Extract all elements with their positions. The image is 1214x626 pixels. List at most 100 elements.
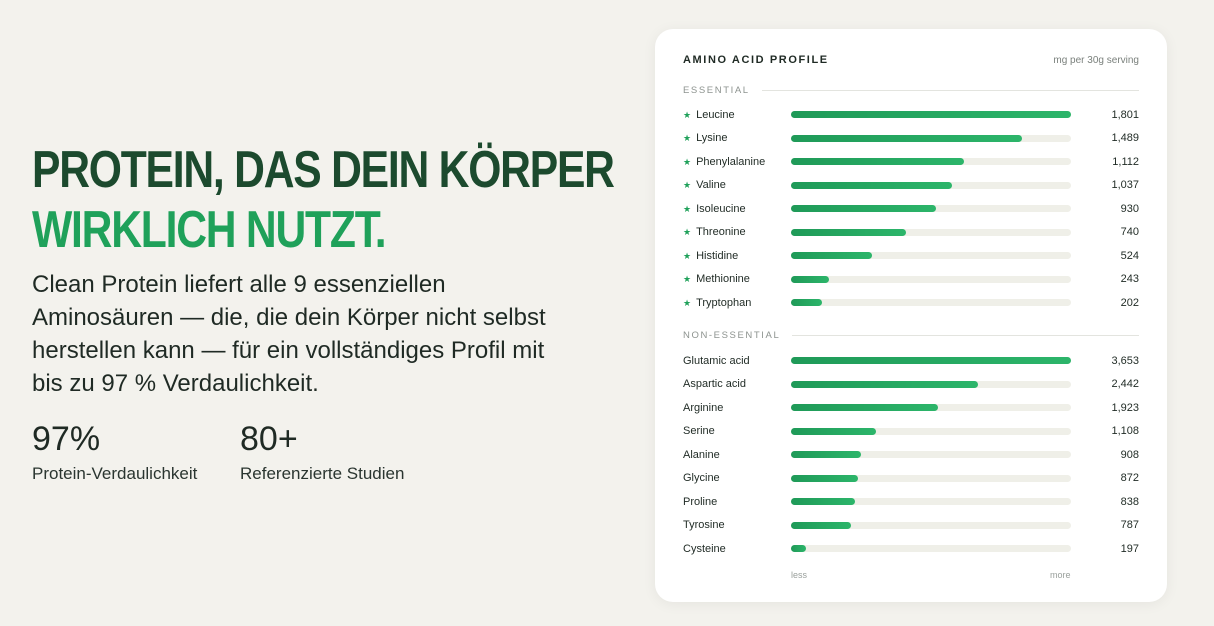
bar-track bbox=[791, 357, 1071, 365]
bar-category-label: ★ Lysine bbox=[683, 132, 791, 144]
amino-acid-name: Serine bbox=[683, 425, 715, 438]
bar-value-label: 1,108 bbox=[1111, 425, 1139, 438]
axis-min-label: less bbox=[791, 570, 808, 580]
bar bbox=[791, 228, 907, 236]
amino-acid-name: Valine bbox=[696, 179, 726, 192]
bar-value-label: 908 bbox=[1120, 448, 1139, 461]
bar-track bbox=[791, 404, 1071, 412]
chart-title: AMINO ACID PROFILE bbox=[683, 54, 829, 66]
bar-row: ★ Isoleucine 930 bbox=[683, 197, 1139, 221]
bar bbox=[791, 427, 876, 435]
amino-acid-name: Alanine bbox=[683, 448, 720, 461]
bar-row: Cysteine 197 bbox=[683, 537, 1139, 561]
stat-label: Referenzierte Studien bbox=[240, 464, 405, 483]
bar-category-label: Cysteine bbox=[683, 543, 791, 555]
bar-value-label: 524 bbox=[1120, 249, 1139, 262]
amino-acid-name: Leucine bbox=[696, 108, 735, 121]
bar-value-label: 787 bbox=[1120, 519, 1139, 532]
bar-value-label: 2,442 bbox=[1111, 378, 1139, 391]
bar-row: ★ Lysine 1,489 bbox=[683, 127, 1139, 151]
bar-track bbox=[791, 134, 1071, 142]
bar-category-label: ★ Valine bbox=[683, 179, 791, 191]
bar-category-label: ★ Threonine bbox=[683, 226, 791, 238]
section-header-essential: ESSENTIAL bbox=[683, 84, 1139, 96]
essential-star-icon: ★ bbox=[683, 109, 692, 120]
bar bbox=[791, 474, 858, 482]
bar-row: Arginine 1,923 bbox=[683, 396, 1139, 420]
section-label: NON-ESSENTIAL bbox=[683, 329, 781, 341]
bar-category-label: Glutamic acid bbox=[683, 355, 791, 367]
bar-track bbox=[791, 181, 1071, 189]
bar-category-label: Aspartic acid bbox=[683, 378, 791, 390]
amino-acid-chart-card: AMINO ACID PROFILE mg per 30g serving ES… bbox=[655, 29, 1167, 602]
bar-row: ★ Histidine 524 bbox=[683, 244, 1139, 268]
bar-track bbox=[791, 275, 1071, 283]
bar-category-label: ★ Leucine bbox=[683, 109, 791, 121]
bar-value-label: 872 bbox=[1120, 472, 1139, 485]
stat-label: Protein-Verdaulichkeit bbox=[32, 464, 198, 483]
bar-value-label: 202 bbox=[1120, 296, 1139, 309]
bar-category-label: ★ Histidine bbox=[683, 250, 791, 262]
bar-track bbox=[791, 427, 1071, 435]
bar-category-label: Glycine bbox=[683, 472, 791, 484]
bar bbox=[791, 451, 861, 459]
amino-acid-name: Tyrosine bbox=[683, 519, 725, 532]
section-divider bbox=[792, 334, 1139, 336]
bar bbox=[791, 181, 953, 189]
bar-track bbox=[791, 228, 1071, 236]
amino-acid-name: Histidine bbox=[696, 249, 739, 262]
amino-acid-name: Glycine bbox=[683, 472, 720, 485]
bar-track bbox=[791, 205, 1071, 213]
bar-track bbox=[791, 111, 1071, 119]
amino-acid-name: Arginine bbox=[683, 401, 724, 414]
bar bbox=[791, 252, 873, 260]
bar-category-label: Serine bbox=[683, 425, 791, 437]
bar bbox=[791, 111, 1071, 119]
bar-category-label: Arginine bbox=[683, 402, 791, 414]
stat-value: 97% bbox=[32, 420, 101, 458]
essential-star-icon: ★ bbox=[683, 180, 692, 191]
bar-row: ★ Phenylalanine 1,112 bbox=[683, 150, 1139, 174]
stat-digestibility: 97% Protein-Verdaulichkeit bbox=[32, 420, 240, 484]
bar-row: Alanine 908 bbox=[683, 443, 1139, 467]
axis-max-label: more bbox=[1050, 570, 1071, 580]
bar bbox=[791, 299, 823, 307]
essential-star-icon: ★ bbox=[683, 203, 692, 214]
essential-star-icon: ★ bbox=[683, 274, 692, 285]
bar bbox=[791, 380, 979, 388]
section-header-non-essential: NON-ESSENTIAL bbox=[683, 329, 1139, 341]
bar-track bbox=[791, 252, 1071, 260]
bar-value-label: 197 bbox=[1120, 542, 1139, 555]
headline-line-2: WIRKLICH NUTZT. bbox=[32, 201, 387, 259]
bar bbox=[791, 521, 852, 529]
bar-track bbox=[791, 521, 1071, 529]
stats-row: 97% Protein-Verdaulichkeit 80+ Referenzi… bbox=[32, 420, 592, 484]
bar-value-label: 3,653 bbox=[1111, 354, 1139, 367]
bar-value-label: 243 bbox=[1120, 273, 1139, 286]
essential-star-icon: ★ bbox=[683, 297, 692, 308]
amino-acid-name: Aspartic acid bbox=[683, 378, 746, 391]
bar-value-label: 1,801 bbox=[1111, 108, 1139, 121]
amino-acid-name: Phenylalanine bbox=[696, 155, 766, 168]
section-divider bbox=[761, 89, 1139, 91]
bar-track bbox=[791, 158, 1071, 166]
bar-category-label: Alanine bbox=[683, 449, 791, 461]
bar-category-label: Proline bbox=[683, 496, 791, 508]
bar bbox=[791, 158, 964, 166]
bar-track bbox=[791, 299, 1071, 307]
amino-acid-name: Methionine bbox=[696, 273, 750, 286]
hero-section: PROTEIN, DAS DEIN KÖRPER WIRKLICH NUTZT.… bbox=[32, 140, 615, 484]
amino-acid-name: Tryptophan bbox=[696, 296, 752, 309]
bar bbox=[791, 205, 936, 213]
bar-category-label: ★ Phenylalanine bbox=[683, 156, 791, 168]
bar-track bbox=[791, 451, 1071, 459]
amino-acid-name: Proline bbox=[683, 495, 718, 508]
chart-unit-label: mg per 30g serving bbox=[1053, 55, 1139, 66]
bar bbox=[791, 134, 1023, 142]
essential-star-icon: ★ bbox=[683, 250, 692, 261]
bar bbox=[791, 357, 1071, 365]
essential-star-icon: ★ bbox=[683, 227, 692, 238]
bar-row: Glycine 872 bbox=[683, 467, 1139, 491]
hero-description: Clean Protein liefert alle 9 essenzielle… bbox=[32, 271, 546, 397]
bar-track bbox=[791, 380, 1071, 388]
